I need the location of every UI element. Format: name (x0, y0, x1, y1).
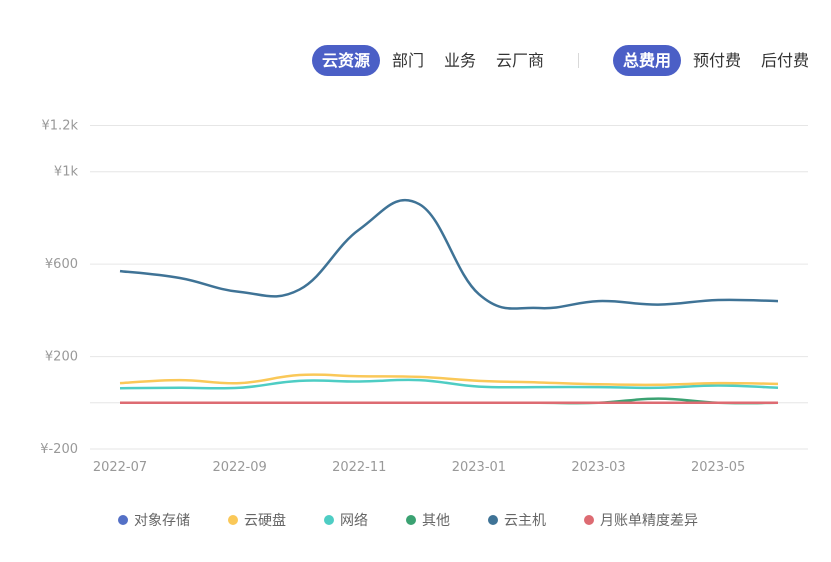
x-axis: 2022-07 2022-09 2022-11 2023-01 2023-03 2023-… (93, 460, 746, 475)
y-tick-label: ¥-200 (40, 442, 78, 457)
dimension-tabs: 云资源 部门 业务 云厂商 (312, 45, 554, 76)
series-line-2 (119, 378, 779, 390)
x-tick-label: 2023-05 (691, 460, 745, 475)
legend-label: 其他 (422, 513, 450, 529)
legend: 对象存储 云硬盘 网络 其他 云主机 月账单精度差异 (118, 510, 736, 530)
line-chart: ¥-200¥200¥600¥1k¥1.2k 2022-07 2022-09 2022… (40, 119, 808, 475)
legend-item[interactable]: 对象存储 (118, 510, 190, 530)
x-tick-label: 2022-11 (332, 460, 386, 475)
legend-label: 云硬盘 (244, 513, 286, 529)
y-tick-label: ¥1k (54, 165, 79, 180)
y-tick-label: ¥600 (45, 257, 78, 272)
legend-item[interactable]: 网络 (324, 510, 368, 530)
legend-label: 云主机 (504, 513, 546, 529)
y-axis: ¥-200 ¥200 ¥600 ¥1k ¥1.2k (40, 119, 78, 458)
legend-dot-icon (488, 515, 498, 525)
legend-dot-icon (324, 515, 334, 525)
legend-item[interactable]: 其他 (406, 510, 450, 530)
y-tick-label: ¥200 (45, 350, 78, 365)
legend-item[interactable]: 月账单精度差异 (584, 510, 698, 530)
x-tick-label: 2023-01 (452, 460, 506, 475)
tab-total-cost[interactable]: 总费用 (613, 45, 682, 76)
tab-cloud-resource[interactable]: 云资源 (312, 45, 381, 76)
tab-postpaid[interactable]: 后付费 (761, 51, 810, 70)
series-line-4 (119, 198, 779, 310)
legend-dot-icon (406, 515, 416, 525)
tab-prepaid[interactable]: 预付费 (693, 51, 742, 70)
grid-lines (90, 125, 808, 450)
y-tick-label: ¥1.2k (42, 119, 79, 134)
series-line-1 (119, 373, 779, 387)
series-lines (119, 198, 779, 405)
tab-department[interactable]: 部门 (392, 51, 425, 70)
tab-business[interactable]: 业务 (444, 51, 477, 70)
legend-dot-icon (228, 515, 238, 525)
legend-label: 月账单精度差异 (600, 513, 698, 529)
cost-type-tabs: 总费用 预付费 后付费 (613, 45, 819, 76)
x-tick-label: 2022-09 (212, 460, 266, 475)
legend-dot-icon (118, 515, 128, 525)
tab-separator (578, 53, 579, 68)
legend-item[interactable]: 云主机 (488, 510, 546, 530)
legend-label: 对象存储 (134, 513, 190, 529)
legend-item[interactable]: 云硬盘 (228, 510, 286, 530)
x-tick-label: 2022-07 (93, 460, 147, 475)
legend-label: 网络 (340, 513, 368, 529)
tab-cloud-vendor[interactable]: 云厂商 (496, 51, 545, 70)
legend-dot-icon (584, 515, 594, 525)
x-tick-label: 2023-03 (571, 460, 625, 475)
